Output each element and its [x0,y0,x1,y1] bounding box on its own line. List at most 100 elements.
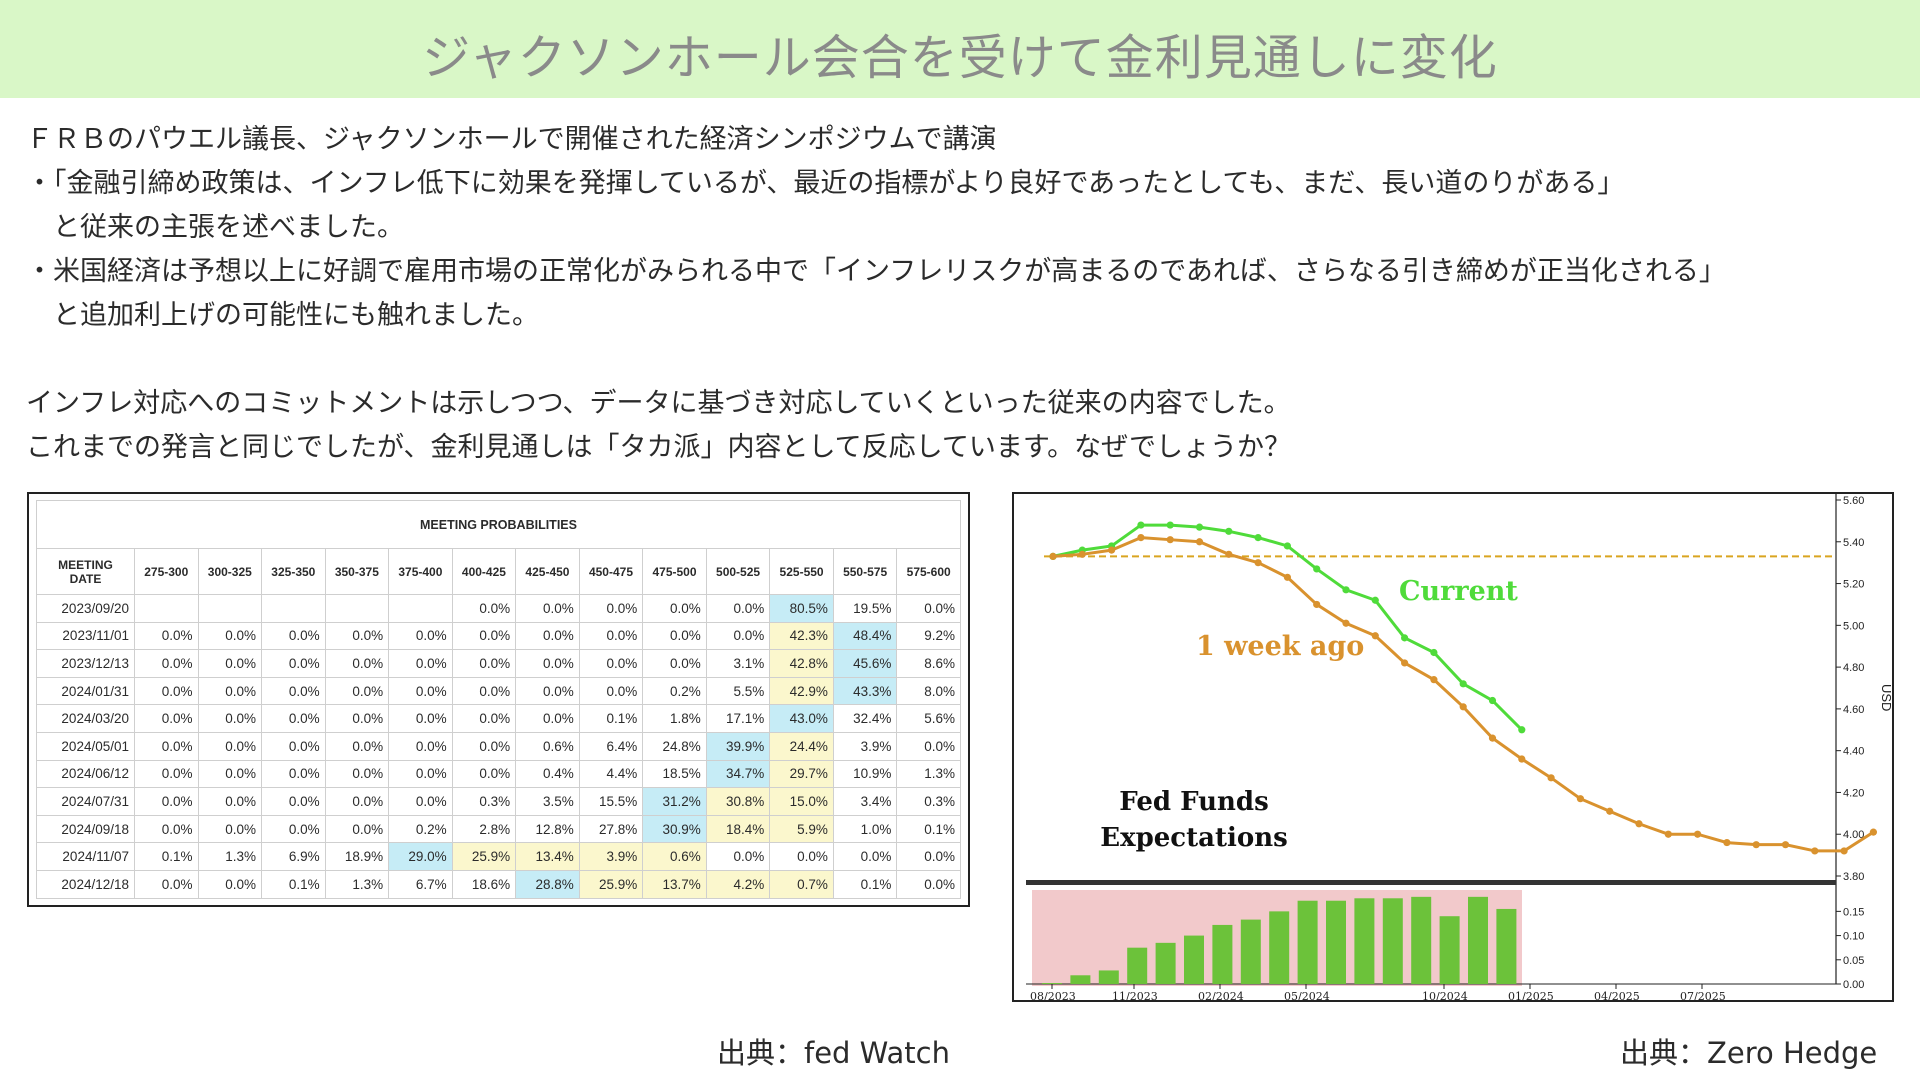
series-point [1283,542,1291,550]
series-point [1576,795,1584,803]
probability-cell: 0.0% [197,814,263,844]
x-tick-label: 08/2023 [1030,990,1076,1002]
source-left: 出典：fed Watch [717,1036,950,1070]
probability-cell: 43.3% [832,676,898,706]
probability-cell: 0.0% [705,842,771,871]
probability-cell: 0.0% [324,704,390,733]
probability-cell: 0.0% [896,731,961,761]
probability-cell: 0.1% [896,814,961,844]
probability-cell: 18.4% [705,814,771,844]
meeting-date-cell: 2024/03/20 [36,704,135,733]
probability-cell: 28.8% [515,869,580,899]
probability-cell: 0.0% [451,704,517,733]
table-row: 2024/07/31 0.0% 0.0% 0.0% 0.0% 0.0% 0.3% 3.5% 15… [36,787,961,816]
bar-y-tick-label: 0.00 [1843,979,1864,991]
fed-funds-chart-svg: 5.60 5.40 5.20 5.00 4.80 4.60 4.40 4.20 4.00 3.80… [1026,494,1892,1002]
probability-cell: 0.1% [134,842,199,871]
probability-cell [134,594,199,623]
series-point [1254,534,1262,542]
probability-cell [388,594,453,623]
probability-cell: 0.0% [324,649,390,678]
probability-cell: 42.9% [769,676,834,706]
probability-cell: 1.8% [642,704,707,733]
probability-cell: 0.0% [769,842,834,871]
table-row: 2023/12/13 0.0% 0.0% 0.0% 0.0% 0.0% 0.0% 0.0% 0.… [36,649,961,678]
probability-cell: 0.0% [896,842,961,871]
probability-cell: 0.0% [578,594,644,623]
table-row: 2024/06/12 0.0% 0.0% 0.0% 0.0% 0.0% 0.0% 0.4% 4.… [36,759,961,789]
table-header-cell: 375-400 [388,548,453,595]
probability-cell: 0.0% [197,621,263,651]
fed-funds-chart: 5.60 5.40 5.20 5.00 4.80 4.60 4.40 4.20 4.00 3.80… [1012,492,1894,1002]
meeting-date-cell: 2024/07/31 [36,787,135,816]
bar-y-tick-label: 0.10 [1843,931,1864,943]
probability-cell: 43.0% [769,704,834,733]
series-point [1049,552,1057,560]
probability-cell: 0.0% [261,731,326,761]
series-point [1342,586,1350,594]
table-row: 2023/11/01 0.0% 0.0% 0.0% 0.0% 0.0% 0.0% 0.0% 0.… [36,621,961,651]
meeting-date-cell: 2024/12/18 [36,869,135,899]
series-point [1488,696,1497,705]
probability-cell: 32.4% [832,704,898,733]
table-title: MEETING PROBABILITIES [36,500,961,549]
paragraph-5: と追加利上げの可能性にも触れました。 [26,300,539,331]
table-header-cell: 350-375 [324,548,390,595]
x-tick-label: 07/2025 [1680,990,1726,1002]
probability-cell: 25.9% [578,869,644,899]
probability-cell: 3.9% [832,731,898,761]
series-point [1225,550,1233,558]
probability-cell: 0.0% [515,649,580,678]
chart-title-line: Fed Funds [1119,787,1268,817]
meeting-probabilities-panel: MEETING PROBABILITIES MEETING DATE 275-30… [27,492,970,907]
probability-cell: 0.0% [261,787,326,816]
series-point [1254,559,1262,567]
probability-cell: 0.2% [642,676,707,706]
table-header-cell: 325-350 [261,548,326,595]
probability-cell: 0.0% [134,704,199,733]
series-point [1664,830,1672,838]
probability-cell: 0.6% [642,842,707,871]
y-tick-label: 3.80 [1843,871,1864,883]
probability-cell: 0.0% [451,621,517,651]
table-row: 2024/11/07 0.1% 1.3% 6.9% 18.9% 29.0% 25.9% 13.… [36,842,961,871]
paragraph-4: ・米国経済は予想以上に好調で雇用市場の正常化がみられる中で「インフレリスクが高ま… [26,256,1726,287]
series-point [1371,596,1379,604]
probability-cell: 0.0% [197,704,263,733]
meeting-date-cell: 2023/11/01 [36,621,135,651]
probability-cell: 5.9% [769,814,834,844]
probability-cell: 31.2% [642,787,707,816]
probability-cell: 2.8% [451,814,517,844]
table-header-cell: 575-600 [896,548,961,595]
probability-cell: 0.0% [578,649,644,678]
probability-cell: 6.7% [388,869,453,899]
probability-cell: 0.0% [388,759,453,789]
probability-cell: 0.1% [578,704,644,733]
bar [1127,947,1148,984]
probability-cell: 0.0% [324,759,390,789]
probability-cell: 0.0% [515,621,580,651]
table-header-cell: MEETING DATE [36,548,135,595]
probability-cell: 0.0% [134,676,199,706]
probability-cell: 5.5% [705,676,771,706]
probability-cell: 0.0% [134,621,199,651]
paragraph-7: これまでの発言と同じでしたが、金利見通しは「タカ派」内容として反応しています。な… [26,432,1291,463]
paragraph-6: インフレ対応へのコミットメントは示しつつ、データに基づき対応していくといった従来… [26,388,1291,419]
probability-cell: 0.2% [388,814,453,844]
probability-cell: 0.0% [515,594,580,623]
probability-cell: 0.0% [642,649,707,678]
table-row: 2023/09/20 0.0% 0.0% 0.0% 0.0% 0.0% 80.5% 19.5%… [36,594,961,623]
series-point [1723,838,1731,847]
bar [1354,898,1375,984]
table-header-cell: 525-550 [769,548,834,595]
probability-cell: 0.0% [451,676,517,706]
probability-cell: 0.0% [451,731,517,761]
bar [1382,898,1403,984]
probability-cell: 8.6% [896,649,961,678]
probability-cell: 0.0% [832,842,898,871]
series-point [1195,523,1204,531]
series-point [1166,521,1174,529]
series-point [1137,521,1145,529]
x-tick-label: 05/2024 [1284,990,1330,1002]
probability-cell: 45.6% [832,649,898,678]
